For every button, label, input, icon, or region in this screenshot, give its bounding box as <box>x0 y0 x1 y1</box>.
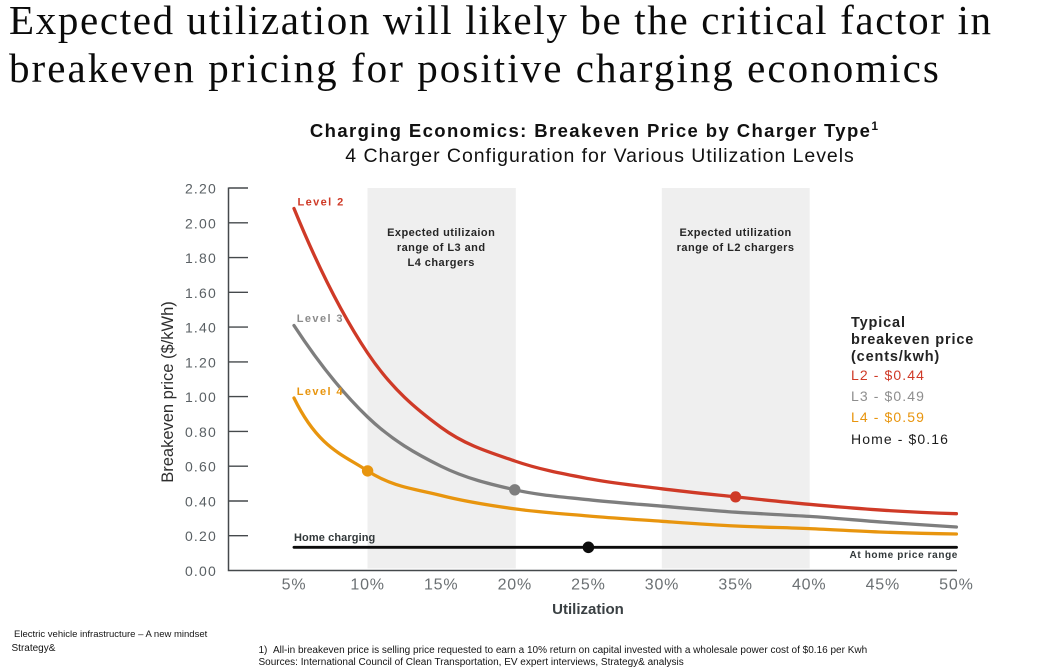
svg-text:35%: 35% <box>718 577 752 594</box>
svg-text:40%: 40% <box>792 577 826 594</box>
svg-text:Level 4: Level 4 <box>297 386 344 398</box>
svg-text:At home price range: At home price range <box>850 550 958 561</box>
svg-text:15%: 15% <box>424 577 458 594</box>
svg-text:45%: 45% <box>866 577 900 594</box>
svg-text:1.80: 1.80 <box>185 250 217 266</box>
svg-text:2.00: 2.00 <box>185 215 217 231</box>
svg-text:2.20: 2.20 <box>185 181 217 197</box>
svg-text:30%: 30% <box>645 577 679 594</box>
svg-text:0.80: 0.80 <box>185 424 217 440</box>
svg-text:Breakeven price ($/kWh): Breakeven price ($/kWh) <box>159 301 177 483</box>
svg-text:10%: 10% <box>350 577 384 594</box>
svg-text:50%: 50% <box>939 577 973 594</box>
svg-text:0.00: 0.00 <box>185 563 217 579</box>
svg-text:5%: 5% <box>282 577 307 594</box>
svg-text:20%: 20% <box>498 577 532 594</box>
svg-text:Level 2: Level 2 <box>298 197 345 209</box>
svg-text:1.40: 1.40 <box>185 320 217 336</box>
svg-text:range of L2 chargers: range of L2 chargers <box>677 242 795 254</box>
svg-text:Expected utilization: Expected utilization <box>679 227 791 239</box>
svg-text:Home charging: Home charging <box>294 532 375 544</box>
svg-text:L4 chargers: L4 chargers <box>408 257 475 269</box>
svg-text:0.20: 0.20 <box>185 528 217 544</box>
svg-text:1.20: 1.20 <box>185 354 217 370</box>
svg-text:Expected utilizaion: Expected utilizaion <box>387 227 495 239</box>
svg-text:1.00: 1.00 <box>185 389 217 405</box>
svg-text:25%: 25% <box>571 577 605 594</box>
svg-text:0.60: 0.60 <box>185 459 217 475</box>
svg-text:Level 3: Level 3 <box>297 313 344 325</box>
svg-text:range of L3 and: range of L3 and <box>397 242 486 254</box>
svg-text:1.60: 1.60 <box>185 285 217 301</box>
svg-text:0.40: 0.40 <box>185 494 217 510</box>
